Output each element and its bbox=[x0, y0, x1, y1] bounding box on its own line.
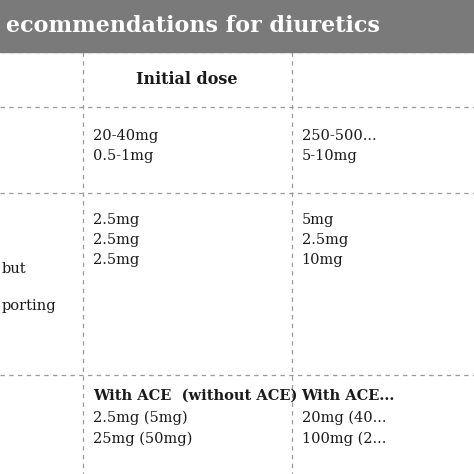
Text: 5mg
2.5mg
10mg: 5mg 2.5mg 10mg bbox=[301, 213, 348, 267]
Text: With ACE...: With ACE... bbox=[301, 389, 395, 403]
Text: 2.5mg
2.5mg
2.5mg: 2.5mg 2.5mg 2.5mg bbox=[93, 213, 139, 267]
Text: 20-40mg
0.5-1mg: 20-40mg 0.5-1mg bbox=[93, 129, 158, 163]
Text: 20mg (40...
100mg (2...: 20mg (40... 100mg (2... bbox=[301, 411, 386, 446]
Text: 250-500...
5-10mg: 250-500... 5-10mg bbox=[301, 129, 376, 163]
Text: ecommendations for diuretics: ecommendations for diuretics bbox=[6, 15, 380, 37]
Text: With ACE  (without ACE): With ACE (without ACE) bbox=[93, 389, 297, 403]
Text: but: but bbox=[2, 263, 27, 276]
Text: 2.5mg (5mg)
25mg (50mg): 2.5mg (5mg) 25mg (50mg) bbox=[93, 411, 192, 446]
Bar bbox=[0, 0, 474, 52]
Text: porting: porting bbox=[2, 299, 56, 313]
Text: Initial dose: Initial dose bbox=[137, 71, 238, 88]
